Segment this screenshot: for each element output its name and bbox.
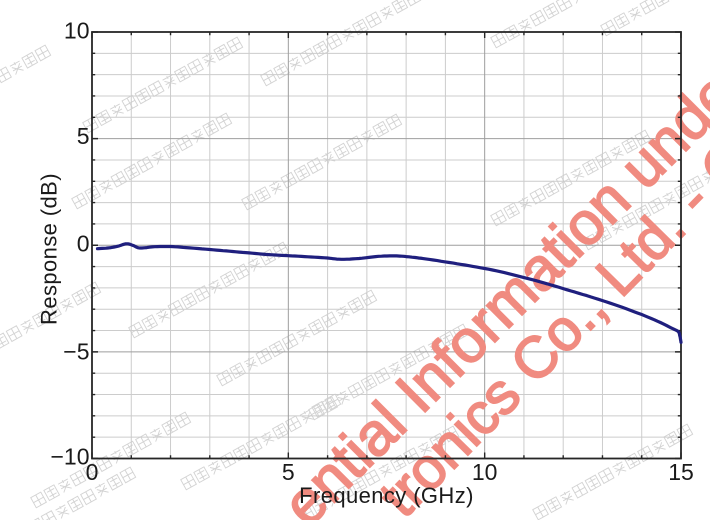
svg-text:5: 5 <box>77 123 90 149</box>
svg-text:Response (dB): Response (dB) <box>37 173 62 325</box>
svg-text:10: 10 <box>472 459 498 485</box>
svg-text:−10: −10 <box>50 444 89 470</box>
svg-text:5: 5 <box>282 459 295 485</box>
svg-text:0: 0 <box>77 231 90 257</box>
svg-text:10: 10 <box>64 18 90 44</box>
svg-text:−5: −5 <box>63 338 89 364</box>
svg-text:Frequency (GHz): Frequency (GHz) <box>299 483 474 508</box>
svg-text:15: 15 <box>668 459 694 485</box>
svg-text:0: 0 <box>86 459 99 485</box>
